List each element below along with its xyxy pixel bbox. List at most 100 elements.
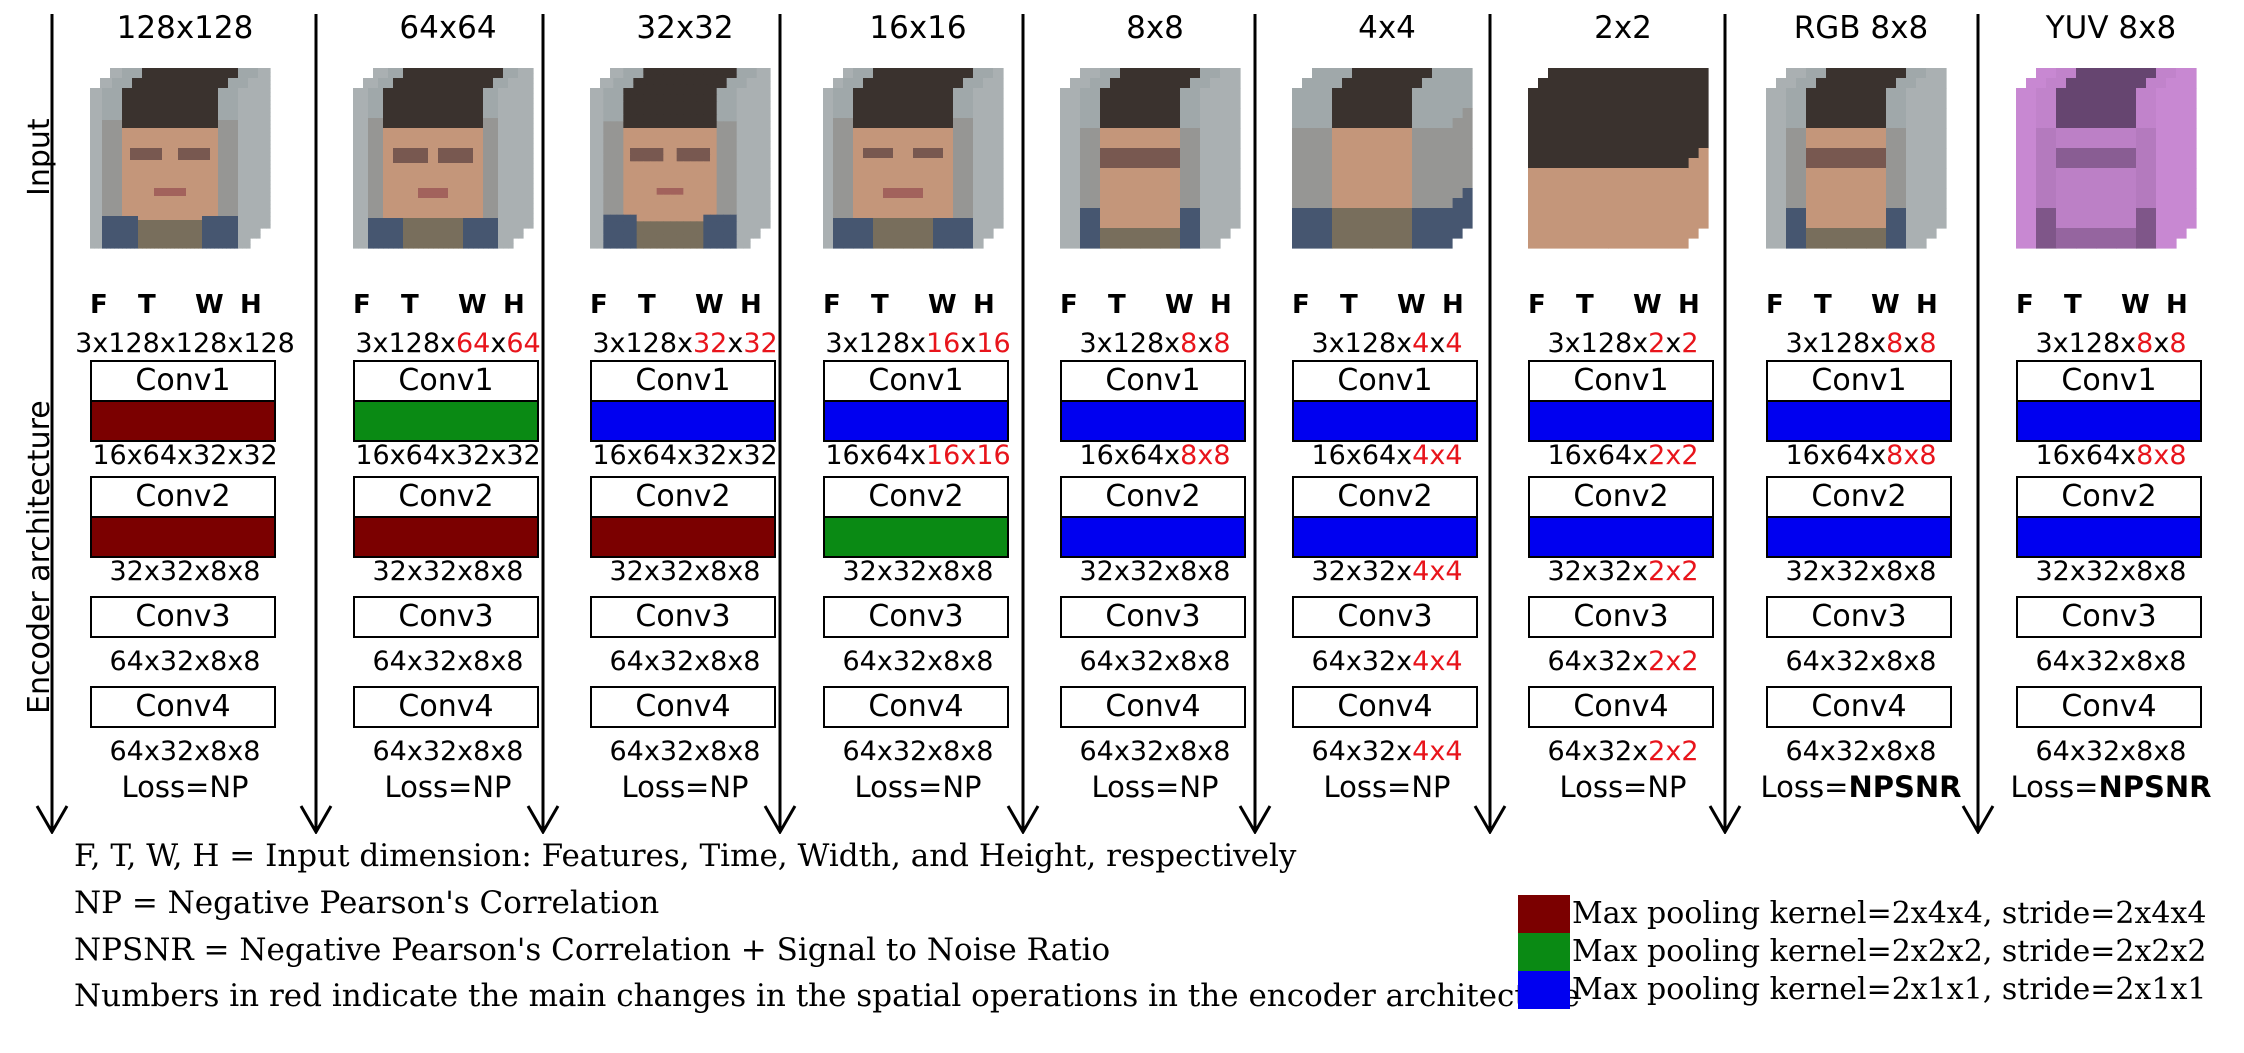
conv2-block: Conv2 xyxy=(2016,476,2202,558)
ftwh-letter: W xyxy=(695,290,724,320)
ftwh-letter: T xyxy=(638,290,656,320)
tensor-dimension: 16x64x8x8 xyxy=(2035,440,2187,471)
input-face-image xyxy=(1292,68,1473,249)
loss-label: Loss=NP xyxy=(121,770,249,804)
conv3-block: Conv3 xyxy=(2016,596,2202,638)
tensor-dimension: 64x32x8x8 xyxy=(109,646,261,677)
column-title: YUV 8x8 xyxy=(2045,10,2177,46)
conv-label: Conv1 xyxy=(1573,363,1669,398)
conv-label: Conv1 xyxy=(398,363,494,398)
downward-arrow xyxy=(763,14,797,834)
conv4-block: Conv4 xyxy=(2016,686,2202,728)
input-face-image xyxy=(1766,68,1947,249)
tensor-dimension: 3x128x8x8 xyxy=(1785,328,1937,359)
ftwh-letter: H xyxy=(1442,290,1464,320)
pooling-bar xyxy=(825,400,1007,440)
column-title: RGB 8x8 xyxy=(1793,10,1929,46)
input-face-image xyxy=(590,68,771,249)
conv1-block: Conv1 xyxy=(1292,360,1478,442)
tensor-dimension: 64x32x8x8 xyxy=(2035,736,2187,767)
conv1-block: Conv1 xyxy=(353,360,539,442)
pooling-bar xyxy=(1530,516,1712,556)
input-face-image xyxy=(823,68,1004,249)
conv3-block: Conv3 xyxy=(590,596,776,638)
ftwh-letter: H xyxy=(1678,290,1700,320)
conv-label: Conv4 xyxy=(1573,689,1669,724)
ftwh-letter: F xyxy=(1528,290,1546,320)
tensor-dimension: 16x64x32x32 xyxy=(92,440,278,471)
legend-label: Max pooling kernel=2x2x2, stride=2x2x2 xyxy=(1572,934,2207,969)
tensor-dimension: 3x128x4x4 xyxy=(1311,328,1463,359)
column-title: 2x2 xyxy=(1594,10,1652,46)
downward-arrow xyxy=(299,14,333,834)
pooling-bar xyxy=(1062,516,1244,556)
tensor-dimension: 64x32x8x8 xyxy=(1079,736,1231,767)
ftwh-letter: W xyxy=(458,290,487,320)
tensor-dimension: 64x32x8x8 xyxy=(372,646,524,677)
tensor-dimension: 16x64x32x32 xyxy=(355,440,541,471)
ftwh-letter: H xyxy=(740,290,762,320)
conv-label: Conv4 xyxy=(1105,689,1201,724)
conv1-block: Conv1 xyxy=(1060,360,1246,442)
tensor-dimension: 3x128x8x8 xyxy=(1079,328,1231,359)
input-face-image xyxy=(90,68,271,249)
input-face-image xyxy=(1528,68,1709,249)
tensor-dimension: 64x32x2x2 xyxy=(1547,646,1699,677)
conv-label: Conv4 xyxy=(2061,689,2157,724)
tensor-dimension: 64x32x8x8 xyxy=(609,736,761,767)
tensor-dimension: 16x64x8x8 xyxy=(1079,440,1231,471)
conv3-block: Conv3 xyxy=(823,596,1009,638)
conv-label: Conv4 xyxy=(398,689,494,724)
conv4-block: Conv4 xyxy=(1528,686,1714,728)
ftwh-letter: H xyxy=(1916,290,1938,320)
tensor-dimension: 3x128x8x8 xyxy=(2035,328,2187,359)
pooling-bar xyxy=(92,400,274,440)
legend-swatch xyxy=(1518,971,1570,1009)
ftwh-letter: H xyxy=(503,290,525,320)
conv4-block: Conv4 xyxy=(1292,686,1478,728)
conv-label: Conv2 xyxy=(1811,479,1907,514)
ftwh-letter: F xyxy=(90,290,108,320)
ftwh-letter: F xyxy=(1766,290,1784,320)
conv3-block: Conv3 xyxy=(1528,596,1714,638)
legend-swatch xyxy=(1518,895,1570,933)
pooling-bar xyxy=(825,516,1007,556)
pooling-bar xyxy=(1294,516,1476,556)
input-face-image xyxy=(353,68,534,249)
pooling-bar xyxy=(355,400,537,440)
conv2-block: Conv2 xyxy=(1766,476,1952,558)
ftwh-letter: W xyxy=(195,290,224,320)
loss-label: Loss=NP xyxy=(1091,770,1219,804)
tensor-dimension: 32x32x8x8 xyxy=(842,556,994,587)
ftwh-letter: F xyxy=(823,290,841,320)
tensor-dimension: 64x32x8x8 xyxy=(1785,646,1937,677)
conv-label: Conv1 xyxy=(1337,363,1433,398)
tensor-dimension: 3x128x32x32 xyxy=(592,328,778,359)
ftwh-letter: T xyxy=(401,290,419,320)
column-title: 32x32 xyxy=(636,10,734,46)
ftwh-letter: W xyxy=(1165,290,1194,320)
downward-arrow xyxy=(1238,14,1272,834)
legend-label: Max pooling kernel=2x1x1, stride=2x1x1 xyxy=(1572,972,2207,1007)
column-title: 16x16 xyxy=(869,10,967,46)
ftwh-letter: W xyxy=(1397,290,1426,320)
tensor-dimension: 32x32x8x8 xyxy=(609,556,761,587)
tensor-dimension: 16x64x2x2 xyxy=(1547,440,1699,471)
pooling-bar xyxy=(2018,400,2200,440)
downward-arrow xyxy=(1708,14,1742,834)
conv-label: Conv3 xyxy=(1105,599,1201,634)
conv2-block: Conv2 xyxy=(1292,476,1478,558)
pooling-bar xyxy=(592,400,774,440)
loss-label: Loss=NP xyxy=(1323,770,1451,804)
note-ftwh: F, T, W, H = Input dimension: Features, … xyxy=(74,838,1297,874)
loss-label: Loss=NPSNR xyxy=(2010,770,2212,804)
conv-label: Conv3 xyxy=(2061,599,2157,634)
column-title: 4x4 xyxy=(1358,10,1416,46)
conv-label: Conv2 xyxy=(1573,479,1669,514)
legend-swatch xyxy=(1518,933,1570,971)
tensor-dimension: 64x32x4x4 xyxy=(1311,736,1463,767)
conv-label: Conv2 xyxy=(135,479,231,514)
